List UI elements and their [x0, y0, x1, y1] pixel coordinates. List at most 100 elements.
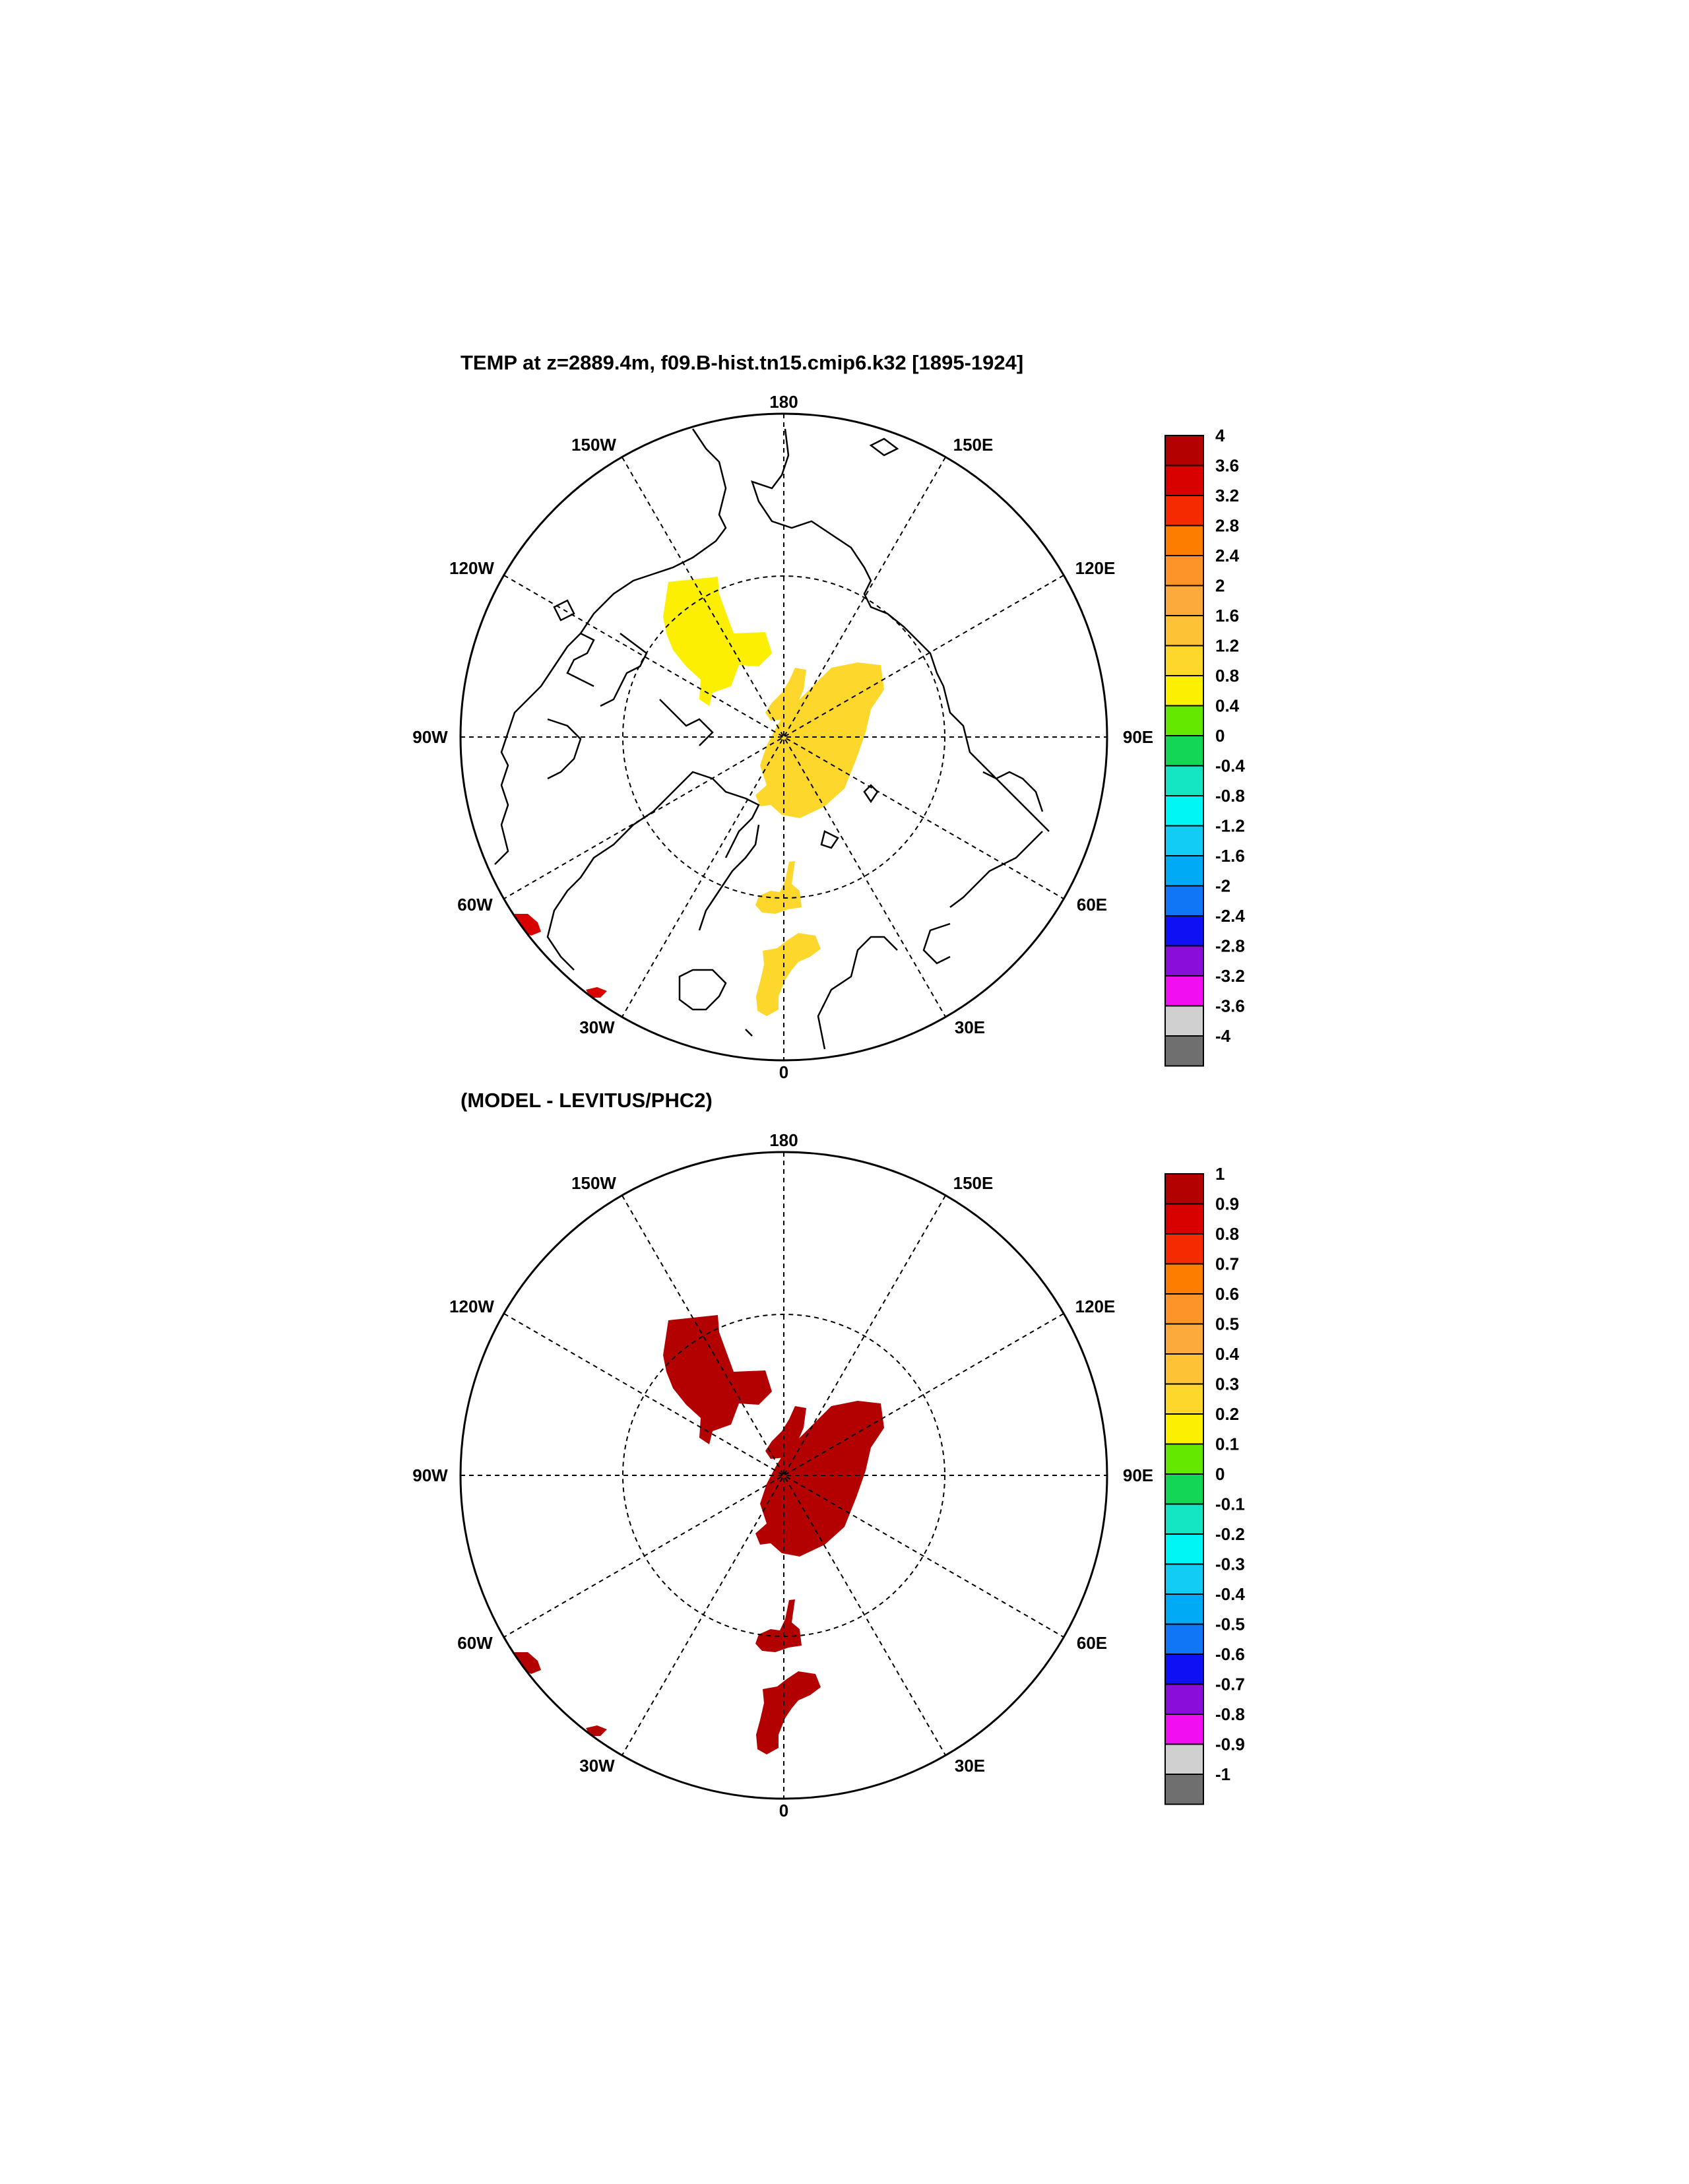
- bottom-polar-map: 180 150E 120E 90E 60E 30E 0 30W 60W 90W …: [412, 1130, 1153, 1820]
- bottom-colorbar-box: [1164, 1774, 1204, 1805]
- bottom-colorbar: 1 0.9 0.8 0.7 0.6 0.5 0.4 0.3 0.2 0.1 0 -0.1 -0.2 -0.…: [1164, 1164, 1245, 1805]
- bottom-colorbar-label: 0.5: [1215, 1314, 1239, 1334]
- top-polar-map: 180 150E 120E 90E 60E 30E 0 30W 60W 90W …: [412, 392, 1153, 1082]
- bottom-field-patch-south: [756, 1671, 821, 1754]
- bottom-colorbar-label: 0.3: [1215, 1374, 1239, 1394]
- bottom-colorbar-label: -0.7: [1215, 1675, 1245, 1694]
- bottom-colorbar-box: [1164, 1413, 1204, 1445]
- top-colorbar-box: [1164, 855, 1204, 887]
- top-colorbar: 4 3.6 3.2 2.8 2.4 2 1.6 1.2 0.8 0.4 0 -0.4 -0.8 -1.2 -…: [1164, 426, 1245, 1067]
- bottom-panel-title: (MODEL - LEVITUS/PHC2): [461, 1089, 713, 1112]
- top-field-patch-small: [765, 668, 806, 721]
- bottom-colorbar-label: 0: [1215, 1464, 1225, 1484]
- top-lon-label: 120E: [1075, 558, 1116, 578]
- top-lon-label: 30W: [579, 1017, 615, 1037]
- bottom-colorbar-label: -0.4: [1215, 1584, 1245, 1604]
- top-colorbar-label: 3.2: [1215, 486, 1239, 505]
- bottom-colorbar-box: [1164, 1233, 1204, 1265]
- top-colorbar-label: -3.6: [1215, 996, 1245, 1016]
- top-colorbar-label: -0.4: [1215, 756, 1245, 776]
- top-panel-title: TEMP at z=2889.4m, f09.B-hist.tn15.cmip6…: [461, 351, 1024, 374]
- bottom-colorbar-box: [1164, 1443, 1204, 1475]
- bottom-lon-labels: 180 150E 120E 90E 60E 30E 0 30W 60W 90W …: [412, 1130, 1153, 1820]
- bottom-lon-label: 30E: [955, 1756, 985, 1776]
- top-colorbar-box: [1164, 435, 1204, 466]
- top-colorbar-label: -2.4: [1215, 906, 1245, 926]
- bottom-colorbar-box: [1164, 1263, 1204, 1295]
- bottom-colorbar-box: [1164, 1593, 1204, 1625]
- top-colorbar-label: 2.8: [1215, 516, 1239, 536]
- top-colorbar-label: -2: [1215, 876, 1230, 896]
- bottom-colorbar-box: [1164, 1714, 1204, 1745]
- top-lon-label: 0: [779, 1062, 788, 1082]
- bottom-lon-label: 90W: [412, 1465, 448, 1485]
- top-colorbar-box: [1164, 615, 1204, 647]
- bottom-lon-label: 120E: [1075, 1297, 1116, 1316]
- bottom-colorbar-box: [1164, 1473, 1204, 1505]
- top-colorbar-label: 2.4: [1215, 546, 1240, 565]
- bottom-colorbar-box: [1164, 1353, 1204, 1385]
- top-colorbar-label: 2: [1215, 576, 1225, 596]
- top-colorbar-label: -0.8: [1215, 786, 1245, 806]
- top-colorbar-label: 3.6: [1215, 456, 1239, 476]
- bottom-colorbar-box: [1164, 1323, 1204, 1355]
- bottom-colorbar-box: [1164, 1173, 1204, 1205]
- bottom-colorbar-label: 1: [1215, 1164, 1225, 1184]
- bottom-colorbar-label: 0.4: [1215, 1344, 1240, 1364]
- bottom-colorbar-box: [1164, 1563, 1204, 1595]
- bottom-colorbar-label: -0.6: [1215, 1644, 1245, 1664]
- bottom-colorbar-label: -0.2: [1215, 1524, 1245, 1544]
- top-map-border: [459, 412, 1108, 1062]
- bottom-colorbar-label: -0.8: [1215, 1704, 1245, 1724]
- top-colorbar-box: [1164, 735, 1204, 767]
- top-colorbar-box: [1164, 465, 1204, 496]
- top-colorbar-label: 0.4: [1215, 696, 1240, 716]
- top-field-patch-strait: [755, 861, 802, 914]
- top-graticule: [461, 414, 1107, 1060]
- top-colorbar-label: -1.2: [1215, 816, 1245, 836]
- bottom-colorbar-box: [1164, 1533, 1204, 1565]
- top-coastlines: [494, 428, 1050, 1050]
- top-colorbar-box: [1164, 765, 1204, 796]
- top-lon-label: 150W: [571, 435, 616, 455]
- top-field-patch-red-2: [586, 987, 607, 998]
- top-colorbar-box: [1164, 645, 1204, 676]
- bottom-colorbar-label: 0.1: [1215, 1434, 1239, 1454]
- bottom-lon-label: 60W: [457, 1633, 493, 1653]
- bottom-lon-label: 120W: [449, 1297, 494, 1316]
- top-colorbar-box: [1164, 795, 1204, 827]
- bottom-field-patch-central: [755, 1401, 884, 1557]
- top-colorbar-label: -4: [1215, 1026, 1231, 1046]
- top-field-patch-south: [756, 933, 821, 1016]
- top-colorbar-label: -2.8: [1215, 936, 1245, 956]
- bottom-field-patch-red-2: [586, 1725, 607, 1736]
- bottom-field-patch-1: [663, 1315, 772, 1444]
- top-colorbar-box: [1164, 705, 1204, 736]
- top-colorbar-box: [1164, 975, 1204, 1007]
- top-lon-label: 60W: [457, 895, 493, 915]
- bottom-colorbar-label: -0.9: [1215, 1735, 1245, 1754]
- bottom-colorbar-box: [1164, 1743, 1204, 1775]
- bottom-colorbar-label: -0.5: [1215, 1615, 1245, 1634]
- top-lon-label: 90W: [412, 727, 448, 747]
- bottom-colorbar-box: [1164, 1203, 1204, 1235]
- bottom-colorbar-box: [1164, 1503, 1204, 1535]
- top-colorbar-box: [1164, 675, 1204, 707]
- bottom-map-border: [459, 1151, 1108, 1800]
- bottom-colorbar-box: [1164, 1623, 1204, 1655]
- top-colorbar-box: [1164, 945, 1204, 977]
- top-colorbar-label: 4: [1215, 426, 1225, 445]
- top-colorbar-box: [1164, 525, 1204, 556]
- bottom-lon-label: 0: [779, 1801, 788, 1820]
- bottom-lon-label: 180: [769, 1130, 798, 1150]
- bottom-lon-label: 150W: [571, 1173, 616, 1193]
- bottom-lon-label: 150E: [953, 1173, 994, 1193]
- top-colorbar-box: [1164, 555, 1204, 587]
- top-colorbar-label: 0.8: [1215, 666, 1239, 686]
- bottom-lon-label: 60E: [1077, 1633, 1107, 1653]
- top-lon-labels: 180 150E 120E 90E 60E 30E 0 30W 60W 90W …: [412, 392, 1153, 1082]
- top-colorbar-label: -3.2: [1215, 966, 1245, 986]
- top-field-patch-red-1: [515, 914, 541, 936]
- top-field-patch-yellow: [663, 577, 772, 706]
- bottom-colorbar-label: -0.1: [1215, 1494, 1245, 1514]
